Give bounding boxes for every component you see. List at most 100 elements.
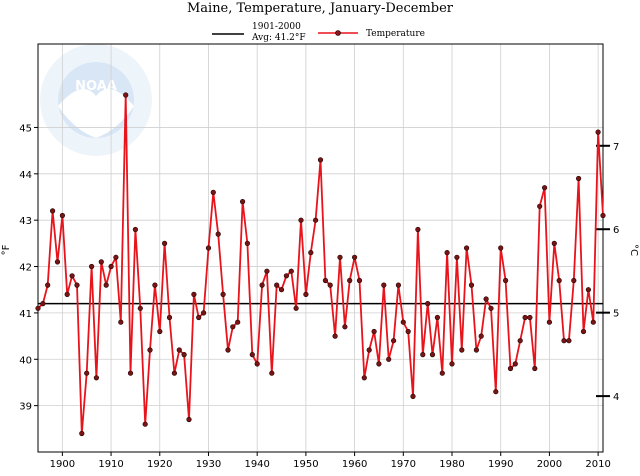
data-point [391,338,397,344]
legend-baseline-sub: Avg: 41.2°F [251,33,306,43]
data-point [88,263,95,270]
data-point [283,273,290,279]
data-point [249,352,255,358]
data-point [571,277,577,284]
x-tick-label: 1950 [293,459,318,470]
data-point [400,319,406,325]
data-point [191,291,197,298]
x-tick-label: 1980 [439,459,464,470]
data-point [45,282,51,288]
y-tick-label: 42 [19,263,32,274]
data-point [381,282,387,288]
data-point [507,365,514,372]
data-point [108,263,114,270]
x-tick-label: 1910 [98,459,123,470]
chart-title: Maine, Temperature, January-December [187,1,454,16]
legend-series-label: Temperature [366,29,425,39]
noaa-logo: NOAA [40,44,152,156]
data-point [171,370,177,376]
data-point [347,277,353,284]
data-point [40,301,46,307]
data-point [176,347,182,353]
data-point [420,352,426,358]
data-point [278,287,285,293]
data-point [49,208,56,214]
data-point [84,370,90,376]
data-point [118,319,124,325]
data-point [137,305,143,311]
data-point [308,250,314,256]
data-point [201,310,207,316]
x-tick-label: 2000 [537,459,562,470]
data-point [59,212,66,219]
data-point [541,185,548,191]
data-point [162,240,168,246]
y-tick-label: 44 [19,170,32,181]
y2-tick-label: 5 [613,309,619,320]
data-point [93,375,99,381]
data-point [425,301,431,307]
data-point [152,282,158,288]
data-point [517,338,523,344]
y2-tick-label: 6 [613,225,619,236]
legend-series-marker [335,30,341,36]
data-point [527,314,533,321]
data-point [132,226,138,233]
data-point [464,245,470,251]
x-tick-label: 1900 [50,459,75,470]
data-point [74,282,80,288]
legend: 1901-2000 Avg: 41.2°F Temperature [212,22,425,43]
data-point [546,319,553,325]
data-point [166,314,173,321]
data-point [371,328,377,335]
data-point [395,282,402,288]
data-point [580,328,587,335]
data-point [240,199,246,205]
data-point [235,319,241,325]
data-point [147,347,153,353]
x-tick-label: 1990 [488,459,513,470]
data-point [269,370,275,376]
data-point [498,245,504,251]
data-point [449,361,455,367]
data-point [210,189,216,195]
data-point [478,333,484,339]
data-point [264,268,270,274]
data-point [54,259,61,265]
data-point [127,370,134,376]
data-point [298,217,304,223]
y2-tick-label: 4 [613,392,619,403]
data-point [405,328,411,335]
data-point [532,365,538,372]
data-point [313,217,319,223]
data-point [585,287,592,293]
data-point [337,254,343,260]
data-point [551,240,557,246]
data-point [366,347,372,353]
data-point [113,254,119,260]
data-point [473,347,480,353]
y2-axis: 4 5 6 7 [596,142,619,403]
data-point [69,273,75,279]
data-point [181,352,187,358]
noaa-logo-text: NOAA [75,79,117,94]
y-tick-label: 43 [19,216,32,227]
data-point [220,291,226,298]
data-point [327,282,333,288]
plot-frame [37,43,604,453]
data-point [376,361,382,367]
data-point [274,282,280,288]
y-tick-label: 39 [19,402,32,413]
data-point [454,254,460,260]
data-point [566,338,572,344]
data-point [503,277,509,284]
data-point [225,347,231,353]
data-point [79,430,85,437]
data-point [142,421,148,427]
x-tick-label: 2010 [585,459,610,470]
data-point [205,245,212,251]
data-point [352,254,358,260]
data-point [439,370,445,376]
data-point [361,375,367,381]
